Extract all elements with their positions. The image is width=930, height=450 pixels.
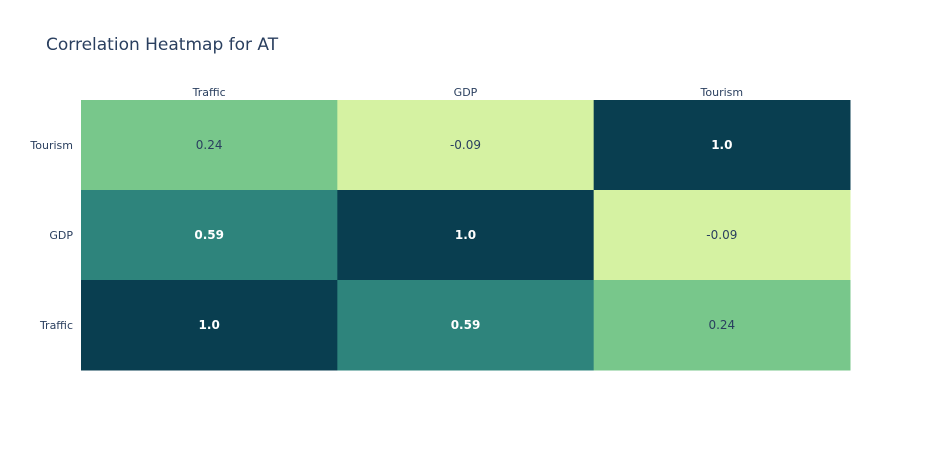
heatmap-cell [337, 100, 595, 191]
heatmap-cell-label: 1.0 [711, 138, 732, 152]
heatmap-cell-label: 0.59 [451, 318, 481, 332]
x-axis-ticks: Traffic GDP Tourism [192, 86, 743, 99]
heatmap-cell [337, 190, 595, 281]
heatmap-cell [81, 190, 338, 281]
x-tick-label: GDP [454, 86, 478, 99]
chart-title: Correlation Heatmap for AT [46, 35, 279, 55]
x-tick-label: Tourism [700, 86, 744, 99]
heatmap-cell-label: -0.09 [706, 228, 737, 242]
y-tick-label: Traffic [39, 319, 73, 332]
heatmap-cell-label: 0.24 [708, 318, 735, 332]
heatmap-cell-label: -0.09 [450, 138, 481, 152]
heatmap-value-labels: 0.24 -0.09 1.0 0.59 1.0 -0.09 1.0 0.59 0.24 [194, 138, 737, 332]
heatmap-cell [593, 280, 851, 371]
y-tick-label: Tourism [29, 139, 73, 152]
x-tick-label: Traffic [192, 86, 226, 99]
heatmap-cell [81, 280, 338, 371]
y-axis-ticks: Tourism GDP Traffic [29, 139, 73, 332]
y-tick-label: GDP [49, 229, 73, 242]
heatmap-cell [337, 280, 595, 371]
heatmap-cells [81, 100, 851, 371]
heatmap-cell-label: 1.0 [455, 228, 476, 242]
heatmap-cell [81, 100, 338, 191]
heatmap-cell-label: 0.24 [196, 138, 223, 152]
heatmap-cell [593, 100, 851, 191]
heatmap-cell-label: 0.59 [194, 228, 224, 242]
heatmap-cell-label: 1.0 [199, 318, 220, 332]
heatmap-cell [593, 190, 851, 281]
